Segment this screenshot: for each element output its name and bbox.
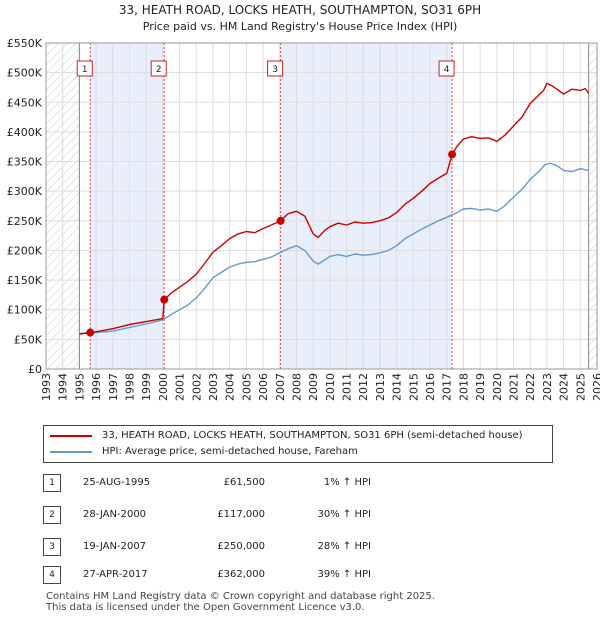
- x-tick-label: 2006: [257, 373, 270, 401]
- y-tick-label: £550K: [7, 37, 43, 50]
- sale-number-box: [150, 60, 167, 77]
- y-tick-label: £0: [28, 363, 42, 376]
- transaction-price: £250,000: [217, 541, 265, 552]
- shaded-span: [280, 43, 453, 369]
- transaction-hpi-change: 1% ↑ HPI: [323, 477, 371, 488]
- legend-property-label: 33, HEATH ROAD, LOCKS HEATH, SOUTHAMPTON…: [102, 430, 523, 441]
- hatched-area-end: [588, 43, 597, 369]
- x-tick-label: 2004: [224, 373, 237, 401]
- transaction-price: £362,000: [217, 569, 265, 580]
- sale-number-label: 1: [82, 65, 88, 75]
- transaction-row: 3 19-JAN-2007 £250,000 28% ↑ HPI: [43, 537, 563, 557]
- property-line-swatch: [50, 435, 92, 437]
- y-tick-label: £400K: [7, 126, 43, 139]
- y-tick-label: £150K: [7, 274, 43, 287]
- hpi-line: [79, 162, 589, 335]
- x-tick-label: 2015: [407, 373, 420, 401]
- x-tick-label: 1996: [90, 373, 103, 401]
- sale-number-label: 4: [444, 65, 450, 75]
- transaction-date: 27-APR-2017: [83, 569, 148, 580]
- sale-point: [160, 295, 169, 304]
- x-tick-label: 2012: [357, 373, 370, 401]
- transaction-hpi-change: 28% ↑ HPI: [317, 541, 371, 552]
- x-tick-label: 2023: [541, 373, 554, 401]
- x-tick-label: 1998: [123, 373, 136, 401]
- transaction-number: 3: [43, 538, 61, 556]
- transaction-row: 4 27-APR-2017 £362,000 39% ↑ HPI: [43, 565, 563, 585]
- chart-title: 33, HEATH ROAD, LOCKS HEATH, SOUTHAMPTON…: [119, 3, 481, 17]
- x-tick-label: 1997: [107, 373, 120, 401]
- x-tick-label: 1995: [73, 373, 86, 401]
- transaction-number: 2: [43, 506, 61, 524]
- x-tick-label: 2014: [391, 373, 404, 401]
- x-tick-label: 2013: [374, 373, 387, 401]
- x-tick-label: 2007: [274, 373, 287, 401]
- x-tick-label: 2008: [290, 373, 303, 401]
- y-tick-label: £450K: [7, 96, 43, 109]
- x-tick-label: 2018: [457, 373, 470, 401]
- y-tick-label: £350K: [7, 156, 43, 169]
- sale-number-box: [438, 60, 455, 77]
- plot-border: [45, 42, 598, 370]
- transaction-date: 25-AUG-1995: [83, 477, 151, 488]
- x-tick-label: 2025: [574, 373, 587, 401]
- x-tick-label: 2005: [240, 373, 253, 401]
- x-tick-label: 2024: [558, 373, 571, 401]
- x-tick-label: 2011: [341, 373, 354, 401]
- legend-hpi-label: HPI: Average price, semi-detached house,…: [102, 446, 358, 457]
- transaction-price: £61,500: [223, 477, 265, 488]
- transaction-hpi-change: 30% ↑ HPI: [317, 509, 371, 520]
- shaded-span: [90, 43, 165, 369]
- y-tick-label: £250K: [7, 215, 43, 228]
- y-tick-label: £500K: [7, 67, 43, 80]
- x-tick-label: 2010: [324, 373, 337, 401]
- transaction-date: 19-JAN-2007: [83, 541, 147, 552]
- y-tick-label: £200K: [7, 244, 43, 257]
- sale-point: [276, 216, 285, 225]
- x-tick-label: 1994: [57, 373, 70, 401]
- transaction-row: 1 25-AUG-1995 £61,500 1% ↑ HPI: [43, 473, 563, 493]
- x-tick-label: 2019: [474, 373, 487, 401]
- sale-number-label: 2: [156, 65, 162, 75]
- hpi-line-swatch: [50, 451, 92, 453]
- sale-point: [448, 150, 457, 159]
- property-price-line: [79, 82, 590, 335]
- x-tick-label: 2020: [491, 373, 504, 401]
- transaction-date: 28-JAN-2000: [83, 509, 147, 520]
- footer: Contains HM Land Registry data © Crown c…: [46, 591, 435, 613]
- transaction-number: 1: [43, 474, 61, 492]
- x-tick-label: 2017: [441, 373, 454, 401]
- x-tick-label: 2022: [524, 373, 537, 401]
- chart-subtitle: Price paid vs. HM Land Registry's House …: [143, 20, 458, 33]
- y-tick-label: £50K: [14, 333, 43, 346]
- x-tick-label: 1993: [40, 373, 53, 401]
- footer-copyright: Contains HM Land Registry data © Crown c…: [46, 591, 435, 602]
- x-tick-label: 2002: [190, 373, 203, 401]
- x-tick-label: 2000: [157, 373, 170, 401]
- sale-number-box: [267, 60, 284, 77]
- footer-licence: This data is licensed under the Open Gov…: [46, 602, 365, 613]
- x-tick-label: 1999: [140, 373, 153, 401]
- plot-area: 1 2 3 4 £0 £50K £100K £150K £200K £250K £300K £350K…: [7, 37, 600, 401]
- sale-number-label: 3: [272, 65, 278, 75]
- price-chart: 33, HEATH ROAD, LOCKS HEATH, SOUTHAMPTON…: [7, 3, 600, 401]
- x-tick-label: 2016: [424, 373, 437, 401]
- transaction-row: 2 28-JAN-2000 £117,000 30% ↑ HPI: [43, 505, 563, 525]
- y-tick-label: £100K: [7, 304, 43, 317]
- x-tick-label: 2021: [508, 373, 521, 401]
- transaction-hpi-change: 39% ↑ HPI: [317, 569, 371, 580]
- sale-point: [86, 328, 95, 337]
- transaction-price: £117,000: [217, 509, 265, 520]
- sale-number-box: [76, 60, 93, 77]
- x-tick-label: 2001: [174, 373, 187, 401]
- transaction-number: 4: [43, 566, 61, 584]
- y-tick-label: £300K: [7, 185, 43, 198]
- x-tick-label: 2003: [207, 373, 220, 401]
- x-tick-label: 2009: [307, 373, 320, 401]
- legend: 33, HEATH ROAD, LOCKS HEATH, SOUTHAMPTON…: [43, 425, 553, 463]
- x-tick-label: 2026: [591, 373, 600, 401]
